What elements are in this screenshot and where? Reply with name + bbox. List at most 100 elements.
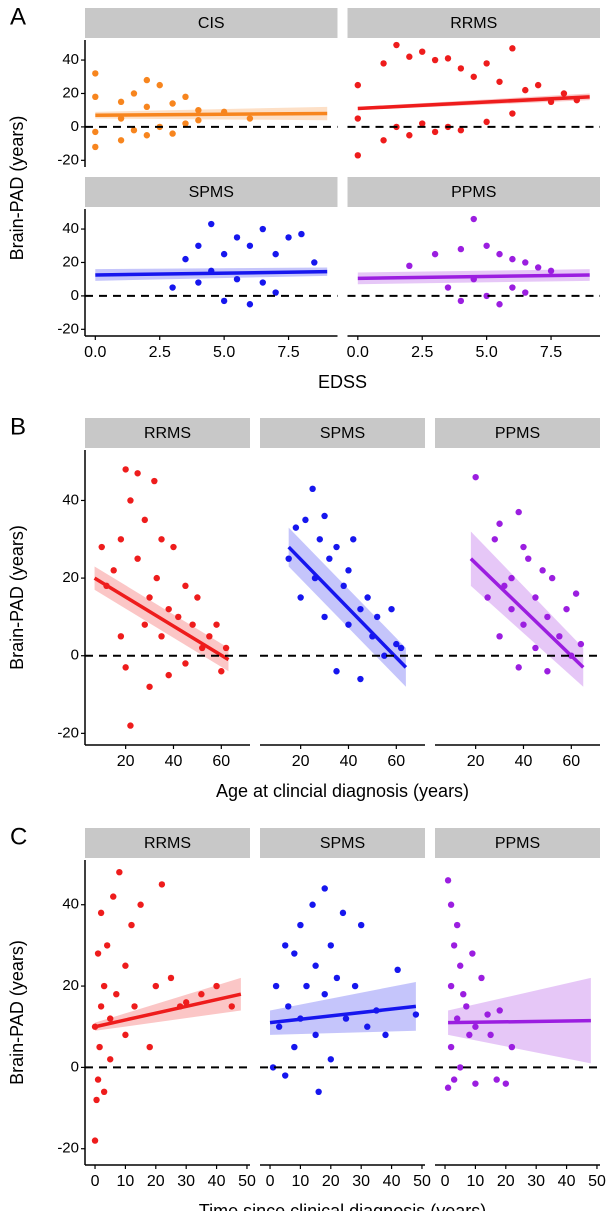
- point: [457, 297, 465, 305]
- point: [182, 999, 190, 1006]
- fit-line: [95, 269, 328, 277]
- point: [444, 284, 452, 291]
- point: [493, 1076, 500, 1083]
- point: [351, 982, 359, 990]
- point: [127, 722, 134, 729]
- point: [345, 621, 352, 628]
- point: [117, 633, 125, 640]
- point: [457, 65, 465, 72]
- point: [380, 60, 387, 67]
- point: [146, 594, 153, 601]
- point: [169, 100, 176, 107]
- point: [134, 555, 141, 562]
- point: [107, 1056, 114, 1063]
- fit-line: [357, 95, 590, 111]
- y-tick-label: 20: [62, 253, 79, 270]
- point: [220, 250, 228, 258]
- point: [100, 982, 108, 990]
- point: [509, 255, 516, 263]
- fit-line: [93, 576, 230, 662]
- fit-line: [469, 557, 585, 669]
- point: [532, 594, 539, 601]
- point: [285, 1003, 292, 1010]
- y-axis-label: Brain-PAD (years): [7, 940, 27, 1085]
- x-axis-label: Time since clinical diagnosis (years): [199, 1201, 486, 1211]
- point: [321, 991, 328, 998]
- point: [272, 982, 280, 990]
- point: [269, 1064, 277, 1071]
- point: [406, 53, 413, 60]
- point: [143, 132, 151, 139]
- point: [431, 56, 439, 64]
- point: [508, 1043, 516, 1051]
- point: [447, 901, 455, 908]
- point: [453, 921, 461, 929]
- facet-title: PPMS: [495, 425, 540, 442]
- point: [478, 974, 485, 982]
- point: [487, 1031, 494, 1039]
- confidence-band: [470, 531, 584, 687]
- point: [450, 942, 458, 949]
- y-tick-label: 40: [62, 491, 79, 508]
- point: [110, 893, 117, 900]
- point: [534, 264, 542, 271]
- point: [194, 594, 201, 601]
- point: [259, 225, 266, 233]
- x-tick-label: 50: [588, 1173, 606, 1190]
- x-tick-label: 7.5: [277, 344, 299, 361]
- point: [515, 664, 522, 671]
- point: [469, 950, 476, 957]
- confidence-band: [270, 982, 416, 1035]
- facet-strip: [85, 418, 250, 448]
- point: [457, 962, 464, 969]
- point: [298, 230, 305, 238]
- point: [137, 901, 144, 908]
- point: [333, 668, 340, 675]
- point: [189, 621, 196, 628]
- x-tick-label: 40: [208, 1173, 226, 1190]
- point: [509, 45, 516, 52]
- x-tick-label: 0: [441, 1173, 450, 1190]
- point: [419, 48, 426, 55]
- y-tick-label: 0: [71, 287, 79, 304]
- point: [447, 1043, 455, 1051]
- y-tick-label: 20: [62, 84, 79, 101]
- point: [152, 982, 160, 990]
- point: [515, 508, 522, 516]
- point: [246, 242, 254, 249]
- point: [357, 605, 364, 613]
- point: [218, 668, 225, 675]
- point: [165, 605, 172, 613]
- point: [431, 128, 439, 136]
- x-tick-label: 7.5: [540, 344, 562, 361]
- x-tick-label: 40: [515, 753, 533, 770]
- point: [312, 962, 319, 969]
- point: [364, 1023, 371, 1030]
- point: [156, 81, 163, 89]
- y-tick-label: -20: [57, 320, 79, 337]
- point: [472, 1023, 479, 1030]
- x-tick-label: 40: [383, 1173, 401, 1190]
- point: [388, 605, 395, 613]
- facet-title: RRMS: [144, 425, 191, 442]
- y-tick-label: 20: [62, 569, 79, 586]
- point: [544, 668, 551, 675]
- point: [532, 644, 539, 652]
- point: [259, 279, 266, 286]
- point: [484, 1011, 491, 1018]
- fit-line: [357, 273, 590, 281]
- point: [165, 671, 172, 679]
- point: [141, 516, 148, 524]
- point: [364, 594, 371, 601]
- point: [233, 275, 241, 283]
- point: [198, 991, 205, 998]
- y-tick-label: 0: [71, 118, 79, 135]
- point: [92, 70, 99, 77]
- point: [309, 485, 316, 493]
- facet-strip: [260, 418, 425, 448]
- point: [143, 76, 151, 84]
- point: [98, 543, 105, 551]
- y-tick-label: -20: [57, 151, 79, 168]
- facet-title: SPMS: [320, 835, 365, 852]
- point: [520, 543, 527, 551]
